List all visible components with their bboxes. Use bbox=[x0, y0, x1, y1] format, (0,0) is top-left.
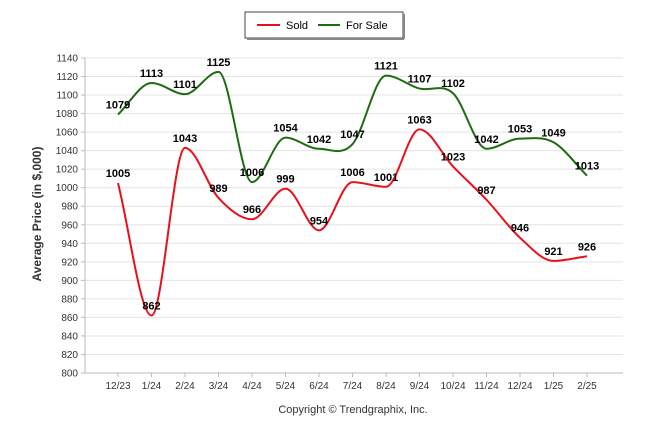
data-label: 1013 bbox=[575, 161, 599, 173]
data-label: 1001 bbox=[374, 172, 398, 184]
data-label: 1113 bbox=[140, 68, 163, 80]
data-label: 926 bbox=[578, 241, 596, 253]
legend-label-for-sale: For Sale bbox=[346, 20, 388, 32]
x-tick-label: 2/25 bbox=[577, 381, 597, 392]
data-label: 987 bbox=[477, 185, 495, 197]
grid-lines bbox=[85, 57, 623, 355]
series-line-for-sale bbox=[117, 70, 588, 184]
copyright-credit: Copyright © Trendgraphix, Inc. bbox=[278, 404, 427, 416]
data-label: 1047 bbox=[340, 129, 364, 141]
x-tick-label: 7/24 bbox=[343, 381, 363, 392]
data-label: 954 bbox=[310, 215, 329, 227]
data-label: 946 bbox=[511, 223, 529, 235]
y-tick-label: 840 bbox=[61, 331, 78, 342]
axes bbox=[84, 58, 623, 374]
y-tick-label: 1100 bbox=[56, 91, 78, 102]
y-tick-label: 1000 bbox=[56, 183, 79, 194]
data-label: 1102 bbox=[441, 78, 465, 90]
y-tick-label: 860 bbox=[61, 313, 78, 324]
data-label: 1006 bbox=[340, 167, 364, 179]
data-label: 1005 bbox=[106, 168, 130, 180]
y-tick-label: 960 bbox=[61, 220, 78, 231]
legend-label-sold: Sold bbox=[286, 20, 308, 32]
data-label: 1063 bbox=[407, 114, 431, 126]
data-label: 1023 bbox=[441, 151, 465, 163]
x-tick-label: 9/24 bbox=[410, 381, 430, 392]
data-label: 862 bbox=[142, 301, 160, 313]
data-label: 989 bbox=[209, 183, 227, 195]
y-tick-label: 820 bbox=[61, 350, 78, 361]
y-tick-label: 800 bbox=[61, 369, 78, 380]
x-tick-label: 5/24 bbox=[276, 381, 296, 392]
y-tick-label: 1120 bbox=[56, 72, 78, 83]
data-label: 1079 bbox=[106, 100, 130, 112]
y-tick-label: 920 bbox=[61, 257, 78, 268]
series-line-sold bbox=[117, 128, 588, 317]
x-tick-label: 6/24 bbox=[309, 381, 329, 392]
y-axis-title: Average Price (in $,000) bbox=[30, 147, 44, 282]
x-tick-label: 1/24 bbox=[142, 381, 162, 392]
data-label: 1121 bbox=[374, 61, 398, 73]
data-label: 1101 bbox=[173, 79, 197, 91]
y-tick-label: 1080 bbox=[56, 109, 79, 120]
x-tick-label: 11/24 bbox=[474, 381, 499, 392]
data-label: 1053 bbox=[508, 124, 532, 136]
y-tick-label: 1040 bbox=[56, 146, 79, 157]
data-label: 921 bbox=[544, 246, 562, 258]
y-tick-label: 980 bbox=[61, 202, 78, 213]
data-label: 1125 bbox=[207, 57, 231, 69]
x-tick-label: 1/25 bbox=[544, 381, 564, 392]
data-label: 1042 bbox=[307, 134, 331, 146]
series-lines bbox=[117, 70, 588, 317]
data-label: 966 bbox=[243, 204, 261, 216]
data-label: 1042 bbox=[474, 134, 498, 146]
data-label: 999 bbox=[276, 174, 294, 186]
x-tick-label: 4/24 bbox=[242, 381, 262, 392]
x-tick-labels: 12/23 1/24 2/24 3/24 4/24 5/24 6/24 7/24 8/24 9/2… bbox=[105, 373, 597, 392]
data-label: 1006 bbox=[240, 167, 264, 179]
x-tick-label: 12/23 bbox=[105, 381, 130, 392]
x-tick-label: 3/24 bbox=[209, 381, 229, 392]
data-label: 1049 bbox=[541, 127, 565, 139]
x-tick-label: 10/24 bbox=[440, 381, 465, 392]
x-tick-label: 2/24 bbox=[175, 381, 195, 392]
x-tick-label: 8/24 bbox=[376, 381, 396, 392]
x-tick-label: 12/24 bbox=[507, 381, 532, 392]
data-label: 1054 bbox=[273, 123, 298, 135]
y-tick-label: 1020 bbox=[56, 165, 79, 176]
legend[interactable]: Sold For Sale bbox=[244, 11, 405, 40]
y-tick-label: 900 bbox=[61, 276, 78, 287]
y-tick-labels: 800 820 840 860 880 900 920 940 960 980 1000 1020 10… bbox=[56, 54, 85, 380]
data-label: 1107 bbox=[408, 74, 432, 86]
data-labels: 1005 862 1043 989 966 999 954 1006 1001 1063 1023 9… bbox=[106, 57, 599, 313]
y-tick-label: 940 bbox=[61, 239, 78, 250]
y-tick-label: 880 bbox=[61, 294, 78, 305]
y-tick-label: 1140 bbox=[56, 54, 78, 65]
data-label: 1043 bbox=[173, 133, 197, 145]
y-tick-label: 1060 bbox=[56, 128, 79, 139]
